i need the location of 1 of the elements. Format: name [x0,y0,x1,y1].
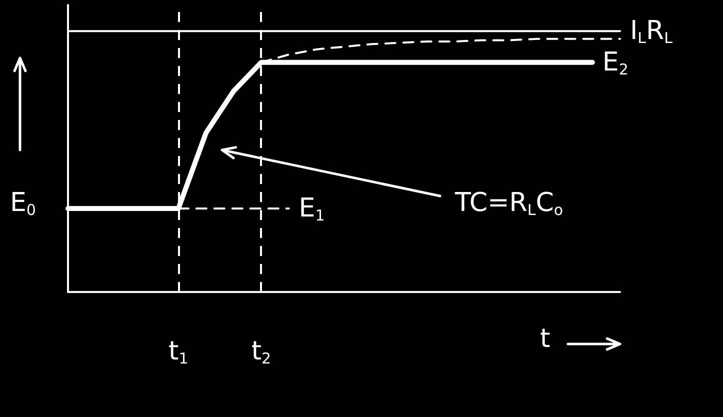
x-axis-title: t [540,324,550,354]
